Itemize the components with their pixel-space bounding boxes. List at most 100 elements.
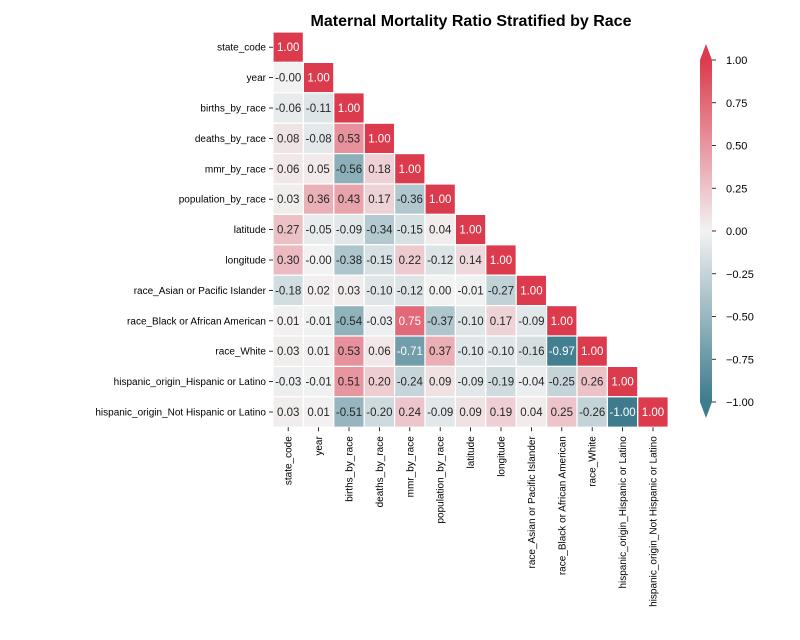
cell-value-label: 1.00 (277, 42, 299, 54)
cell-value-label: -0.06 (275, 103, 301, 115)
cell-value-label: -0.24 (397, 377, 424, 389)
cell-value-label: 0.03 (277, 346, 299, 358)
cell-value-label: -0.12 (427, 255, 453, 267)
cell-value-label: 0.06 (277, 164, 299, 176)
cell-value-label: -0.16 (518, 346, 544, 358)
x-tick-label: deaths_by_race (375, 436, 386, 508)
heatmap-cell (333, 305, 365, 337)
heatmap-cell (576, 335, 608, 367)
heatmap-cell (272, 244, 304, 276)
heatmap-cell (272, 365, 304, 398)
cell-value-label: -0.04 (518, 377, 545, 389)
cell-value-label: 1.00 (368, 133, 390, 145)
heatmap-cell (272, 213, 304, 246)
cell-value-label: -0.19 (488, 377, 514, 389)
cell-value-label: 0.03 (277, 407, 299, 419)
heatmap-cell (363, 122, 396, 155)
cell-value-label: -0.12 (397, 285, 423, 297)
cell-value-label: -0.56 (336, 164, 362, 176)
cell-value-label: 0.43 (338, 194, 360, 206)
y-tick-label: deaths_by_race (195, 134, 267, 145)
heatmap-cell (545, 305, 578, 337)
x-tick-label: population_by_race (436, 436, 447, 524)
cell-value-label: 0.14 (459, 255, 482, 267)
cell-value-label: 0.03 (338, 285, 360, 297)
cell-value-label: 1.00 (490, 255, 512, 267)
heatmap-cell (363, 335, 396, 367)
cell-value-label: 0.08 (277, 133, 299, 145)
cell-value-label: -0.71 (397, 346, 423, 358)
cell-value-label: -0.03 (275, 377, 301, 389)
cell-value-label: 0.20 (368, 377, 390, 389)
heatmap-cells: 1.00 -0.00 1.00 -0.06 -0.11 1.00 0.08 -0.08 0.53… (272, 31, 669, 428)
cell-value-label: 1.00 (307, 73, 329, 85)
colorbar: 1.00 0.75 0.50 0.25 0.00 −0.25 −0.50 −0.75 −1.00 (700, 44, 754, 418)
cell-value-label: -0.37 (427, 316, 453, 328)
colorbar-tick-label: −0.75 (726, 354, 754, 366)
cell-value-label: 0.22 (399, 255, 421, 267)
cell-value-label: -0.15 (397, 225, 423, 237)
heatmap-cell (485, 244, 517, 276)
x-tick-label: latitude (466, 436, 477, 469)
y-tick-label: state_code (217, 43, 266, 54)
x-tick-label: year (314, 436, 325, 456)
heatmap-cell (333, 244, 365, 276)
cell-value-label: -0.09 (336, 225, 362, 237)
heatmap-cell (363, 153, 396, 185)
y-tick-label: latitude (234, 225, 267, 236)
heatmap-cell (515, 396, 548, 428)
heatmap-cell (424, 305, 456, 337)
cell-value-label: -0.54 (336, 316, 363, 328)
heatmap-cell (454, 396, 487, 428)
cell-value-label: -0.09 (518, 316, 544, 328)
cell-value-label: -0.10 (488, 346, 514, 358)
cell-value-label: -0.00 (275, 73, 301, 85)
cell-value-label: 0.30 (277, 255, 299, 267)
cell-value-label: 1.00 (338, 103, 360, 115)
y-tick-label: race_White (215, 347, 266, 358)
heatmap-cell (424, 274, 456, 307)
y-tick-label: births_by_race (200, 104, 266, 115)
y-tick-label: year (247, 73, 267, 84)
colorbar-gradient (700, 60, 712, 402)
cell-value-label: 0.17 (368, 194, 390, 206)
x-tick-label: hispanic_origin_Hispanic or Latino (618, 436, 629, 589)
heatmap-cell (302, 122, 335, 155)
y-tick-label: race_Black or African American (127, 316, 266, 327)
heatmap-cell (272, 335, 304, 367)
heatmap-cell (576, 396, 608, 428)
cell-value-label: -0.08 (305, 133, 331, 145)
colorbar-extend-bottom (700, 402, 712, 418)
cell-value-label: 0.01 (277, 316, 299, 328)
cell-value-label: 0.19 (490, 407, 512, 419)
chart-title: Maternal Mortality Ratio Stratified by R… (311, 13, 632, 30)
cell-value-label: -0.18 (275, 285, 301, 297)
cell-value-label: -0.34 (366, 225, 393, 237)
cell-value-label: -0.10 (457, 346, 483, 358)
colorbar-tick-label: −0.25 (726, 269, 754, 281)
cell-value-label: 1.00 (611, 377, 633, 389)
heatmap-cell (363, 396, 396, 428)
heatmap-cell (545, 396, 578, 428)
heatmap-cell (272, 396, 304, 428)
cell-value-label: -0.38 (336, 255, 362, 267)
heatmap-cell (333, 365, 365, 398)
cell-value-label: 0.53 (338, 346, 360, 358)
cell-value-label: 0.02 (307, 285, 329, 297)
y-tick-label: longitude (225, 256, 266, 267)
cell-value-label: 0.37 (429, 346, 451, 358)
heatmap-cell (394, 305, 426, 337)
cell-value-label: 1.00 (642, 407, 664, 419)
cell-value-label: -0.03 (366, 316, 392, 328)
heatmap-cell (302, 183, 335, 215)
cell-value-label: -0.00 (305, 255, 331, 267)
cell-value-label: -0.01 (305, 377, 331, 389)
cell-value-label: -0.27 (488, 285, 514, 297)
colorbar-tick-label: 0.25 (726, 183, 747, 195)
heatmap-cell (302, 213, 335, 246)
cell-value-label: -0.97 (549, 346, 575, 358)
cell-value-label: 0.36 (307, 194, 329, 206)
cell-value-label: -0.25 (549, 377, 575, 389)
cell-value-label: 0.18 (368, 164, 390, 176)
